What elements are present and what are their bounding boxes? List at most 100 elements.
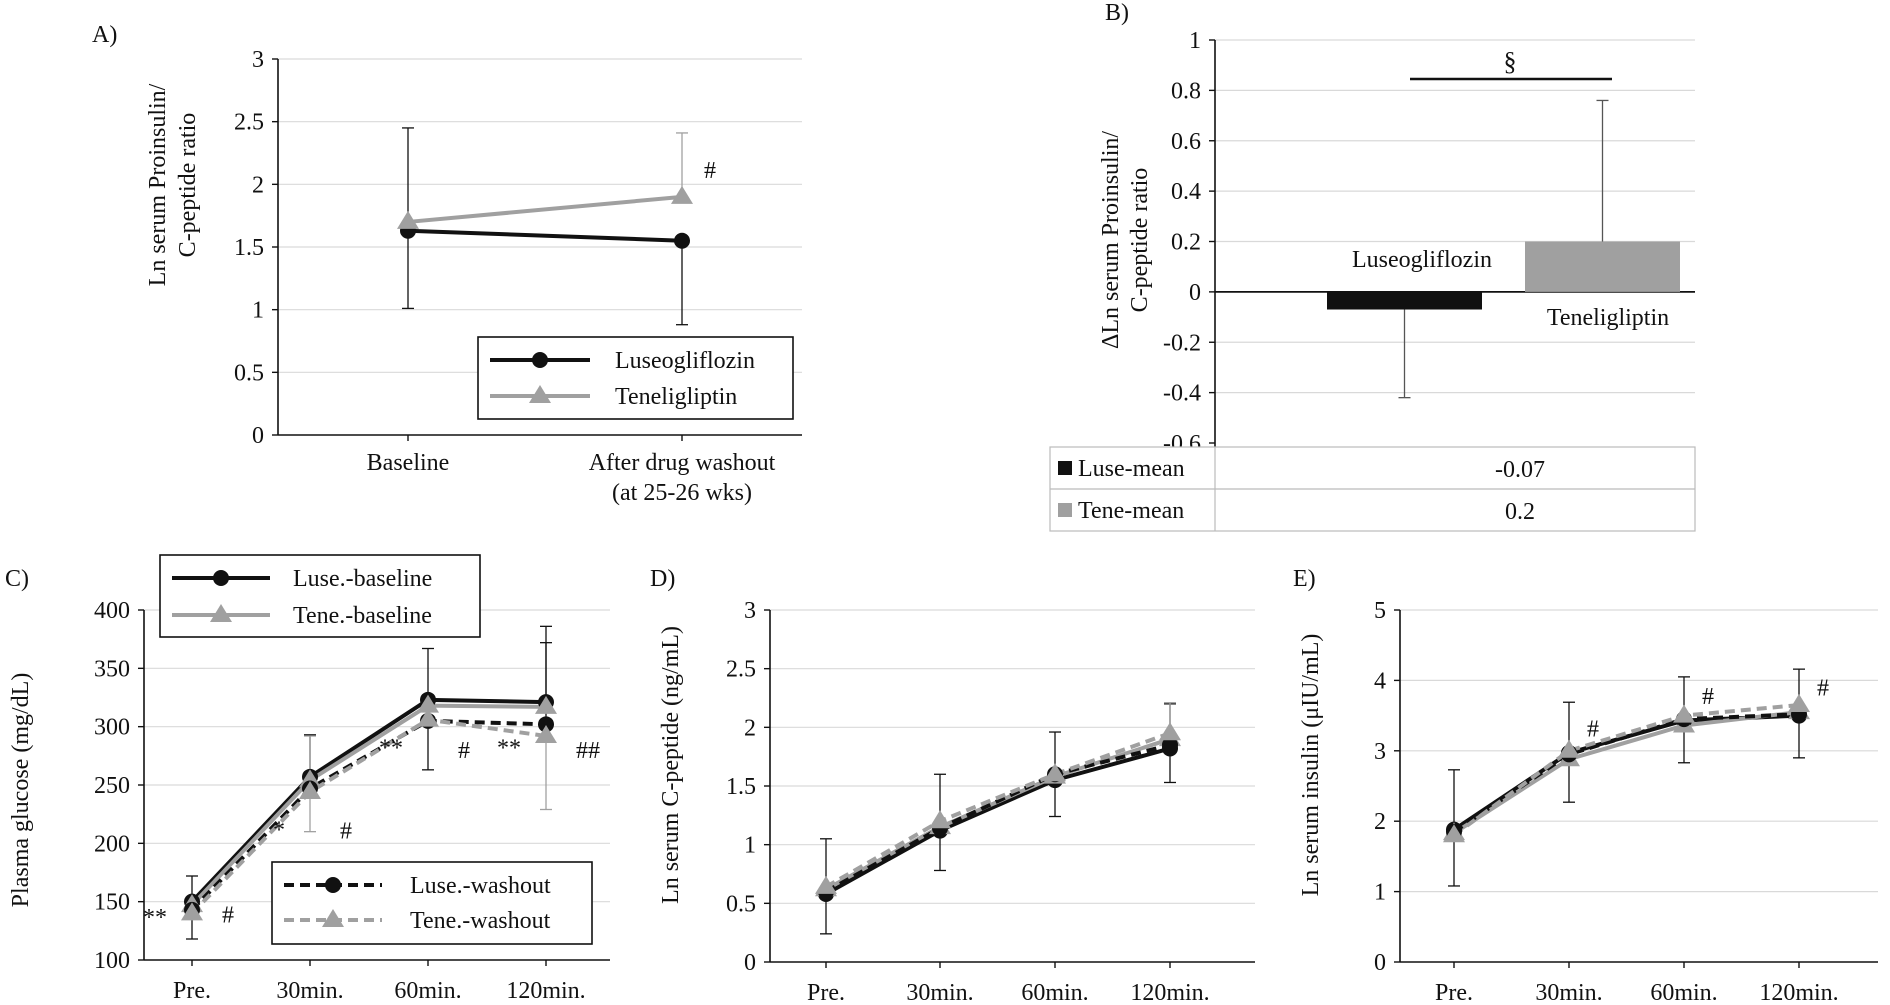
bar-luseogliflozin — [1327, 291, 1482, 310]
table-swatch-luse — [1058, 461, 1072, 475]
panel-b-data-table: Luse-mean -0.07 Tene-mean 0.2 — [1049, 446, 1696, 532]
legend-marker-luse-baseline — [213, 570, 229, 586]
y-tick-label: 3 — [252, 47, 264, 73]
annotation-significance: # — [1587, 716, 1599, 742]
series-line-teneligliptin — [407, 194, 683, 224]
data-point-tene-washout — [417, 708, 439, 727]
table-label-tene-mean: Tene-mean — [1078, 498, 1184, 524]
panel-c-line-chart: C) Plasma glucose (mg/dL) 100 150 200 250 30… — [5, 554, 610, 1004]
data-point-tene-washout — [1558, 739, 1580, 758]
data-point-tene-washout — [1443, 824, 1465, 843]
x-tick-label: 30min. — [276, 978, 343, 1004]
y-tick-label: 1 — [252, 298, 264, 324]
series-line-luseogliflozin — [407, 228, 683, 243]
panel-d-ylabel: Ln serum C-peptide (ng/mL) — [658, 626, 684, 904]
panel-e-ylabel: Ln serum insulin (μIU/mL) — [1298, 634, 1324, 897]
series-line-luse-baseline — [1452, 713, 1800, 832]
series-line-tene-washout — [1452, 703, 1800, 837]
panel-b-bar-chart: B) ΔLn serum Proinsulin/ C-peptide ratio… — [1049, 0, 1696, 532]
data-point-tene-washout — [815, 875, 837, 894]
data-point-tene-baseline — [417, 694, 439, 713]
series-line-tene-baseline — [190, 703, 547, 907]
legend-marker-luseogliflozin — [532, 352, 548, 368]
legend-label-luse-washout: Luse.-washout — [410, 873, 551, 899]
x-tick-label: 30min. — [1535, 980, 1602, 1005]
annotation-significance: # — [340, 819, 352, 845]
y-tick-label: 0 — [252, 423, 264, 449]
y-tick-label: 4 — [1374, 668, 1386, 694]
series-line-tene-washout — [825, 731, 1171, 889]
panel-e-line-chart: E) Ln serum insulin (μIU/mL) 0 1 2 3 4 5 Pre. 3… — [1293, 566, 1878, 1005]
data-point-tene-washout — [929, 810, 951, 829]
x-tick-label: Pre. — [1435, 980, 1473, 1005]
data-point-tene-washout — [1044, 763, 1066, 782]
x-tick-label: Baseline — [367, 450, 450, 476]
y-tick-label: 200 — [94, 831, 130, 857]
x-tick-label: 30min. — [906, 980, 973, 1005]
y-tick-label: 0.2 — [1171, 230, 1201, 256]
data-point-tene-baseline — [535, 695, 557, 714]
data-point-luseogliflozin — [674, 232, 690, 249]
y-tick-label: 100 — [94, 948, 130, 974]
panel-d-label: D) — [650, 566, 675, 592]
series-line-luse-washout — [190, 718, 547, 912]
y-tick-label: 2 — [744, 715, 756, 741]
y-tick-label: -0.2 — [1163, 330, 1201, 356]
x-tick-label: 120min. — [506, 978, 585, 1004]
series-line-luse-washout — [825, 742, 1171, 894]
y-tick-label: 150 — [94, 890, 130, 916]
data-point-tene-washout — [1788, 694, 1810, 713]
table-value-luse-mean: -0.07 — [1495, 457, 1545, 483]
annotation-significance: * — [273, 817, 285, 843]
annotation-significance: # — [1702, 684, 1714, 710]
data-point-teneligliptin — [397, 210, 419, 229]
panel-b-ylabel-line1: ΔLn serum Proinsulin/ — [1098, 131, 1124, 349]
y-tick-label: 1.5 — [234, 235, 264, 261]
table-label-luse-mean: Luse-mean — [1078, 456, 1185, 482]
annotation-significance: # — [704, 158, 716, 184]
legend-label-luse-baseline: Luse.-baseline — [293, 566, 432, 592]
y-tick-label: 1 — [1189, 28, 1201, 54]
y-tick-label: 300 — [94, 715, 130, 741]
y-tick-label: 1 — [1374, 880, 1386, 906]
table-value-tene-mean: 0.2 — [1505, 499, 1535, 525]
panel-b-label: B) — [1105, 0, 1129, 26]
x-tick-label: 60min. — [1650, 980, 1717, 1005]
y-tick-label: 350 — [94, 656, 130, 682]
bar-teneligliptin — [1525, 241, 1680, 292]
y-tick-label: 0.5 — [234, 360, 264, 386]
y-tick-label: 0.5 — [726, 891, 756, 917]
legend-label-tene-baseline: Tene.-baseline — [293, 603, 432, 629]
panel-c-legend-washout-box — [271, 861, 593, 945]
data-point-luse-washout — [1162, 736, 1178, 753]
panel-c-legend-baseline: Luse.-baseline Tene.-baseline — [159, 554, 481, 638]
x-tick-label: 120min. — [1759, 980, 1838, 1005]
x-tick-label: 120min. — [1130, 980, 1209, 1005]
panel-d-line-chart: D) Ln serum C-peptide (ng/mL) 0 0.5 1 1.5 2 2… — [650, 566, 1255, 1005]
legend-marker-tene-baseline — [210, 604, 232, 622]
y-tick-label: -0.4 — [1163, 381, 1201, 407]
annotation-significance: ** — [497, 736, 521, 762]
x-tick-label: Pre. — [173, 978, 211, 1004]
annotation-significance: # — [222, 903, 234, 929]
y-tick-label: 2 — [252, 172, 264, 198]
legend-label-teneligliptin: Teneligliptin — [615, 384, 737, 410]
y-tick-label: 5 — [1374, 598, 1386, 624]
x-tick-label: (at 25-26 wks) — [612, 480, 752, 506]
x-tick-label: 60min. — [394, 978, 461, 1004]
panel-c-ylabel: Plasma glucose (mg/dL) — [8, 673, 34, 908]
annotation-significance: ## — [576, 738, 600, 764]
panel-a-legend: Luseogliflozin Teneligliptin — [477, 336, 794, 420]
annotation-significance: ** — [379, 736, 403, 762]
legend-label-luseogliflozin: Luseogliflozin — [615, 348, 755, 374]
y-tick-label: 250 — [94, 773, 130, 799]
series-line-luse-baseline — [190, 697, 547, 904]
table-swatch-tene — [1058, 503, 1072, 517]
panel-c-legend-washout: Luse.-washout Tene.-washout — [271, 861, 593, 945]
panel-b-ylabel-line2: C-peptide ratio — [1127, 168, 1153, 313]
series-line-tene-baseline — [1452, 710, 1800, 835]
significance-marker: § — [1504, 47, 1517, 76]
data-point-tene-washout — [1159, 722, 1181, 741]
bar-category-label: Teneligliptin — [1547, 305, 1669, 331]
